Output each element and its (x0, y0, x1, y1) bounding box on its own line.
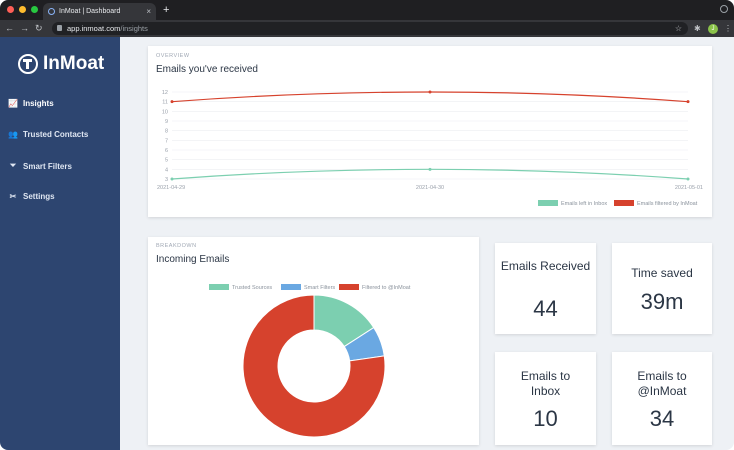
sidebar-item-smart-filters[interactable]: ⏷ Smart Filters (8, 161, 72, 171)
tab-title: InMoat | Dashboard (59, 8, 121, 15)
close-window-button[interactable] (7, 6, 14, 13)
more-menu-icon[interactable]: ⋮ (724, 24, 732, 33)
donut-slice (242, 294, 386, 438)
window-controls (7, 6, 38, 13)
address-bar[interactable]: app.inmoat.com/insights ☆ (52, 22, 688, 35)
new-tab-button[interactable]: + (163, 4, 170, 16)
tools-icon: ✂ (9, 192, 17, 201)
y-tick-label: 11 (162, 100, 168, 106)
y-tick-label: 9 (165, 119, 168, 125)
y-tick-label: 3 (165, 177, 168, 183)
breakdown-card: BREAKDOWN Incoming Emails Trusted Source… (148, 237, 479, 445)
breakdown-eyebrow: BREAKDOWN (156, 243, 197, 249)
emails-line-chart: 12 11 10 9 8 7 6 5 4 3 2021-04-29 2021-04-30 2021-05… (157, 90, 703, 207)
tab-strip: InMoat | Dashboard × + (0, 0, 734, 20)
stat-card-emails-to-inmoat: Emails to @InMoat 34 (612, 352, 712, 445)
stat-label: Emails to @InMoat (637, 369, 687, 398)
legend-label: Filtered to @InMoat (362, 285, 411, 291)
legend-label: Emails filtered by InMoat (637, 201, 698, 207)
sidebar-item-label: Insights (23, 99, 54, 108)
stat-label: Time saved (631, 266, 693, 280)
sidebar-item-settings[interactable]: ✂ Settings (8, 192, 55, 201)
legend-swatch (538, 200, 558, 206)
legend-label: Trusted Sources (232, 285, 272, 291)
url-host: app.inmoat.com (67, 24, 121, 33)
legend-swatch (209, 284, 229, 290)
data-point (686, 177, 690, 181)
data-point (170, 100, 174, 104)
y-tick-label: 4 (165, 167, 168, 173)
x-tick-label: 2021-04-30 (416, 185, 444, 191)
incoming-emails-donut-chart: Trusted Sources Smart Filters Filtered to … (209, 284, 411, 438)
stat-value: 34 (649, 406, 675, 431)
sidebar-item-insights[interactable]: 📈 Insights (8, 99, 54, 108)
chart-line-icon: 📈 (8, 99, 18, 108)
url-path: /insights (120, 24, 148, 33)
y-tick-label: 8 (165, 129, 168, 135)
sidebar-item-trusted-contacts[interactable]: 👥 Trusted Contacts (8, 130, 88, 139)
y-tick-label: 10 (162, 109, 168, 115)
legend-label: Emails left in Inbox (561, 201, 607, 207)
zoom-window-button[interactable] (31, 6, 38, 13)
extensions-puzzle-icon[interactable]: ✱ (694, 24, 701, 33)
users-icon: 👥 (8, 130, 18, 139)
bookmark-star-icon[interactable]: ☆ (674, 24, 682, 33)
y-tick-label: 6 (165, 148, 168, 154)
back-arrow-icon[interactable]: ← (5, 23, 14, 33)
globe-icon (48, 8, 55, 15)
legend-swatch (614, 200, 634, 206)
data-point (170, 177, 174, 181)
logo-text: InMoat (43, 53, 105, 74)
x-tick-label: 2021-05-01 (675, 185, 703, 191)
filter-icon: ⏷ (9, 161, 17, 170)
overview-card: OVERVIEW Emails you've received 12 11 10 9 8… (148, 46, 712, 217)
legend-swatch (281, 284, 301, 290)
stat-value: 39m (640, 289, 684, 314)
legend-swatch (339, 284, 359, 290)
lock-icon (57, 25, 62, 31)
reload-icon[interactable]: ↻ (35, 23, 43, 33)
profile-avatar[interactable]: J (708, 24, 718, 34)
sidebar-item-label: Trusted Contacts (23, 130, 89, 139)
overview-eyebrow: OVERVIEW (156, 53, 190, 59)
stat-value: 44 (533, 296, 558, 321)
breakdown-title: Incoming Emails (156, 254, 230, 265)
sidebar: InMoat 📈 Insights 👥 Trusted Contacts ⏷ S… (0, 37, 120, 450)
stat-value: 10 (533, 406, 558, 431)
stat-label: Emails to Inbox (520, 369, 571, 398)
stat-card-emails-received: Emails Received 44 (495, 243, 596, 334)
stat-card-time-saved: Time saved 39m (612, 243, 712, 334)
minimize-window-button[interactable] (19, 6, 26, 13)
data-point (428, 90, 432, 94)
legend-label: Smart Filters (304, 285, 335, 291)
sidebar-item-label: Settings (23, 192, 55, 201)
browser-toolbar: ← → ↻ app.inmoat.com/insights ☆ ✱ J ⋮ (0, 20, 734, 37)
x-tick-label: 2021-04-29 (157, 185, 185, 191)
data-point (428, 167, 432, 171)
browser-tab[interactable]: InMoat | Dashboard × (43, 3, 156, 20)
sidebar-item-label: Smart Filters (23, 161, 72, 171)
close-tab-icon[interactable]: × (146, 7, 151, 16)
inmoat-logo[interactable]: InMoat (18, 53, 104, 75)
data-point (686, 100, 690, 104)
y-tick-label: 12 (162, 90, 168, 96)
stat-card-emails-to-inbox: Emails to Inbox 10 (495, 352, 596, 445)
stat-label: Emails Received (500, 259, 591, 273)
chrome-extension-icon[interactable] (720, 5, 728, 13)
inmoat-logo-icon (18, 54, 38, 74)
y-tick-label: 5 (165, 158, 168, 164)
forward-arrow-icon[interactable]: → (20, 23, 29, 33)
y-tick-label: 7 (165, 138, 168, 144)
overview-title: Emails you've received (156, 64, 258, 75)
